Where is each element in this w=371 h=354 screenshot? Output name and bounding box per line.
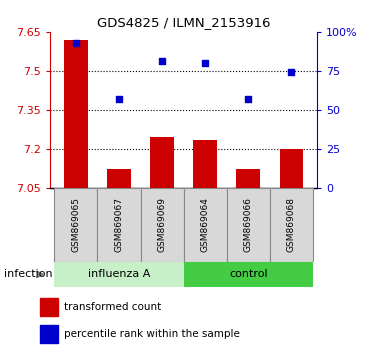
Text: GSM869067: GSM869067 bbox=[115, 197, 124, 252]
Text: influenza A: influenza A bbox=[88, 269, 150, 279]
Bar bbox=[279, 149, 303, 188]
Text: GSM869064: GSM869064 bbox=[201, 197, 210, 252]
Point bbox=[245, 96, 251, 102]
Text: transformed count: transformed count bbox=[64, 302, 161, 312]
Text: GSM869065: GSM869065 bbox=[72, 197, 81, 252]
Bar bbox=[236, 170, 260, 188]
Bar bbox=[184, 188, 227, 262]
Bar bbox=[40, 297, 58, 315]
Text: GSM869068: GSM869068 bbox=[287, 197, 296, 252]
Bar bbox=[150, 137, 174, 188]
Bar bbox=[107, 170, 131, 188]
Bar bbox=[40, 325, 58, 343]
Bar bbox=[55, 188, 98, 262]
Bar bbox=[55, 262, 184, 287]
Text: GSM869066: GSM869066 bbox=[244, 197, 253, 252]
Point bbox=[116, 96, 122, 102]
Bar bbox=[270, 188, 313, 262]
Point bbox=[202, 60, 208, 66]
Text: infection: infection bbox=[4, 269, 52, 279]
Title: GDS4825 / ILMN_2153916: GDS4825 / ILMN_2153916 bbox=[97, 16, 270, 29]
Point bbox=[159, 59, 165, 64]
Point bbox=[288, 69, 294, 75]
Bar bbox=[227, 188, 270, 262]
Bar bbox=[64, 40, 88, 188]
Bar bbox=[141, 188, 184, 262]
Text: GSM869069: GSM869069 bbox=[158, 197, 167, 252]
Text: control: control bbox=[229, 269, 267, 279]
Point bbox=[73, 40, 79, 46]
Bar bbox=[193, 139, 217, 188]
Bar bbox=[184, 262, 313, 287]
Text: percentile rank within the sample: percentile rank within the sample bbox=[64, 329, 240, 339]
Bar bbox=[98, 188, 141, 262]
